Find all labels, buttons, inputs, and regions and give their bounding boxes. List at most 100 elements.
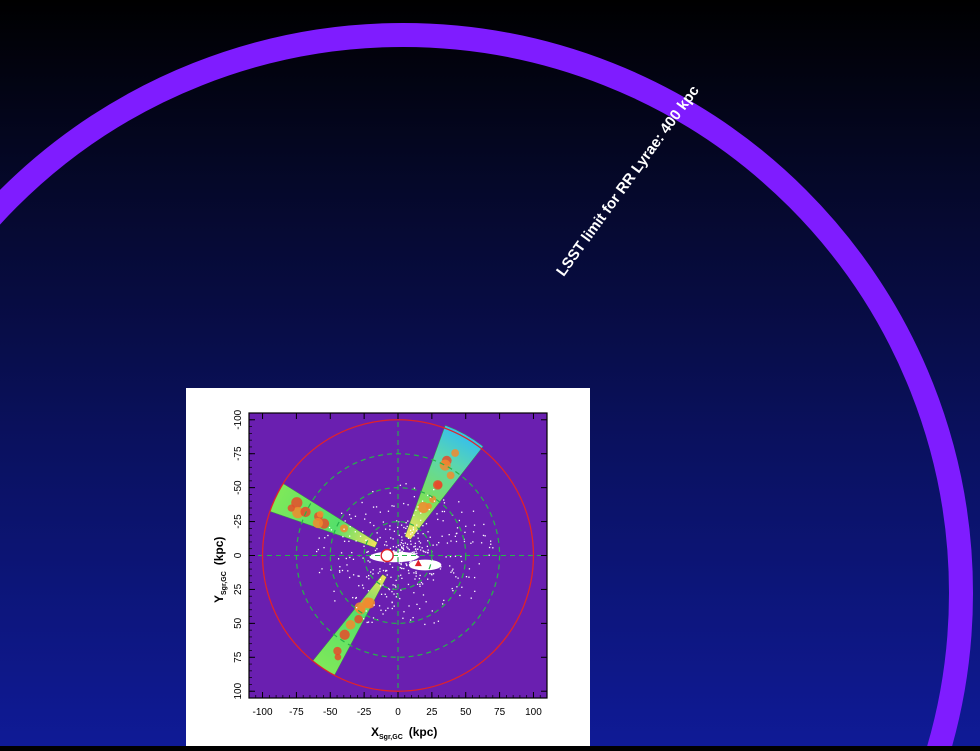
star-point — [422, 533, 424, 535]
star-point — [423, 550, 425, 553]
star-point — [387, 510, 390, 512]
star-point — [392, 550, 394, 553]
y-tick-label: 50 — [233, 617, 244, 629]
star-point — [376, 532, 378, 534]
star-point — [473, 576, 476, 579]
star-point — [409, 619, 412, 621]
star-point — [412, 616, 414, 619]
guide-layer — [249, 413, 547, 698]
star-point — [416, 552, 418, 555]
star-point — [461, 586, 463, 588]
star-point — [376, 548, 378, 550]
star-point — [342, 536, 344, 538]
star-point — [432, 573, 435, 575]
star-point — [384, 528, 387, 530]
star-point — [400, 563, 402, 566]
star-point — [422, 525, 424, 527]
star-point — [349, 556, 351, 559]
x-tick-label: 50 — [460, 707, 472, 718]
star-point — [415, 575, 417, 577]
star-point — [415, 571, 417, 573]
star-point — [317, 548, 320, 551]
y-tick-label: -50 — [233, 480, 244, 495]
x-tick-label: 25 — [426, 707, 438, 718]
star-point — [425, 523, 428, 525]
star-point — [375, 506, 378, 508]
star-point — [364, 518, 366, 520]
x-axis-subscript: Sgr,GC — [379, 734, 403, 741]
star-point — [362, 530, 364, 533]
star-point — [480, 542, 483, 544]
star-point — [387, 607, 389, 609]
star-point — [482, 534, 485, 537]
sgr-core-marker — [414, 559, 422, 567]
hotspot — [291, 497, 303, 509]
star-point — [366, 539, 368, 541]
star-point — [413, 572, 415, 574]
star-point — [365, 610, 367, 612]
star-point — [376, 539, 379, 542]
star-point — [404, 542, 407, 544]
star-point — [343, 540, 346, 542]
star-point — [404, 532, 406, 535]
star-point — [414, 548, 417, 550]
star-point — [427, 578, 429, 580]
star-point — [460, 555, 462, 558]
y-axis-title: YSgr,GC (kpc) — [212, 537, 228, 603]
star-point — [445, 556, 447, 558]
star-point — [386, 569, 388, 572]
star-point — [429, 496, 432, 498]
star-point — [372, 617, 375, 619]
star-point — [453, 572, 455, 574]
star-point — [389, 528, 391, 531]
star-point — [402, 547, 404, 549]
star-point — [401, 536, 403, 538]
star-point — [408, 548, 410, 551]
star-point — [400, 589, 402, 591]
star-point — [425, 551, 427, 553]
star-point — [361, 501, 363, 504]
star-point — [349, 535, 351, 537]
star-point — [412, 529, 415, 531]
star-point — [365, 576, 368, 578]
hotspot — [316, 510, 324, 518]
star-point — [379, 511, 381, 513]
star-point — [417, 537, 419, 539]
star-point — [395, 596, 398, 598]
star-point — [411, 551, 413, 554]
x-axis-symbol: X — [371, 725, 379, 739]
star-point — [413, 592, 415, 594]
disk-core-right — [408, 559, 442, 571]
hotspot — [334, 653, 342, 661]
star-point — [437, 620, 440, 622]
star-point — [415, 550, 417, 552]
star-point — [393, 593, 395, 595]
star-point — [355, 596, 358, 599]
star-point — [379, 585, 382, 587]
star-point — [468, 576, 470, 578]
star-point — [421, 500, 424, 502]
star-point — [390, 576, 392, 578]
star-point — [352, 596, 354, 599]
star-point — [492, 547, 494, 549]
star-point — [385, 541, 387, 543]
star-point — [414, 578, 416, 580]
star-point — [382, 569, 385, 572]
star-point — [323, 546, 325, 549]
star-point — [385, 596, 388, 598]
star-point — [392, 545, 395, 548]
star-point — [406, 564, 408, 566]
star-point — [372, 506, 375, 508]
star-point — [385, 569, 387, 572]
star-point — [363, 545, 365, 547]
star-point — [413, 551, 415, 554]
star-point — [416, 530, 418, 532]
star-point — [421, 547, 423, 549]
hotspot — [446, 471, 455, 480]
star-point — [333, 590, 335, 592]
star-point — [408, 572, 410, 574]
star-point — [399, 549, 401, 551]
star-point — [422, 594, 425, 596]
star-point — [344, 520, 346, 522]
